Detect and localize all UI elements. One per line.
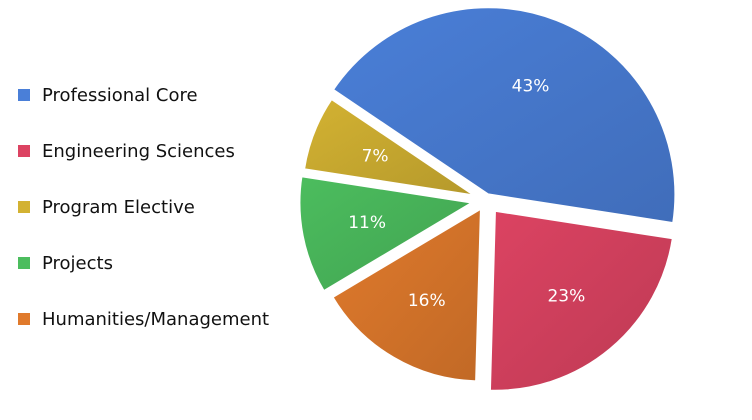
slice-value-label-professional-core: 43%: [512, 76, 550, 96]
legend-label: Engineering Sciences: [42, 140, 235, 162]
slice-value-label-engineering-sciences: 23%: [547, 286, 585, 306]
pie-slice-projects: [298, 175, 476, 293]
legend-label: Humanities/Management: [42, 308, 270, 330]
legend-label: Projects: [42, 252, 113, 274]
legend-swatch: [18, 201, 30, 213]
slice-value-label-humanities-management: 16%: [408, 291, 446, 311]
pie-slice-program-elective: [302, 97, 476, 197]
legend-label: Program Elective: [42, 196, 195, 218]
legend: Professional Core Engineering Sciences P…: [18, 84, 269, 364]
legend-item-engineering-sciences: Engineering Sciences: [18, 140, 269, 162]
legend-swatch: [18, 257, 30, 269]
slice-value-label-projects: 11%: [348, 213, 386, 233]
legend-item-program-elective: Program Elective: [18, 196, 269, 218]
legend-swatch: [18, 313, 30, 325]
legend-swatch: [18, 89, 30, 101]
legend-item-professional-core: Professional Core: [18, 84, 269, 106]
slice-value-label-program-elective: 7%: [362, 147, 389, 167]
legend-item-projects: Projects: [18, 252, 269, 274]
pie-slice-engineering-sciences: [488, 209, 674, 392]
pie-slice-humanities-management: [331, 206, 482, 383]
legend-swatch: [18, 145, 30, 157]
legend-label: Professional Core: [42, 84, 198, 106]
pie-slice-professional-core: [331, 6, 677, 225]
legend-item-humanities-management: Humanities/Management: [18, 308, 269, 330]
